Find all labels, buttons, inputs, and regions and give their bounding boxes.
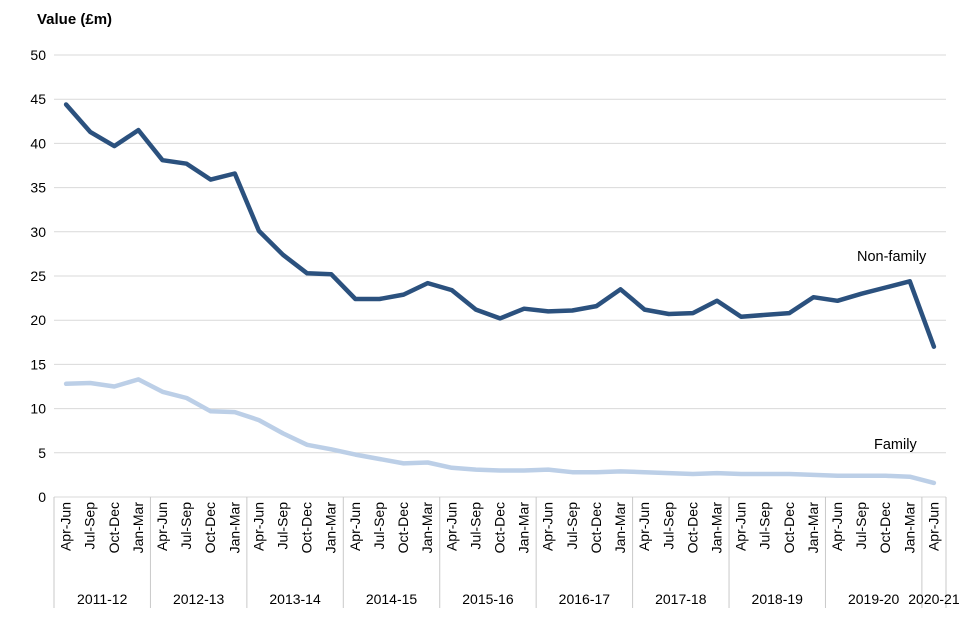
quarter-tick-label: Jan-Mar bbox=[901, 502, 917, 554]
y-tick-label: 40 bbox=[30, 135, 46, 151]
year-label: 2018-19 bbox=[752, 591, 804, 607]
quarter-tick-label: Apr-Jun bbox=[154, 502, 170, 551]
y-tick-label: 35 bbox=[30, 180, 46, 196]
quarter-tick-label: Jul-Sep bbox=[275, 502, 291, 550]
quarter-tick-label: Jan-Mar bbox=[516, 502, 532, 554]
quarter-tick-label: Jul-Sep bbox=[757, 502, 773, 550]
series-label-family: Family bbox=[874, 437, 917, 453]
quarter-tick-label: Oct-Dec bbox=[684, 502, 700, 553]
year-label: 2019-20 bbox=[848, 591, 900, 607]
quarter-tick-label: Jan-Mar bbox=[226, 502, 242, 554]
y-tick-label: 50 bbox=[30, 47, 46, 63]
year-label: 2011-12 bbox=[77, 591, 128, 607]
quarter-tick-label: Apr-Jun bbox=[540, 502, 556, 551]
year-label: 2017-18 bbox=[655, 591, 707, 607]
y-tick-label: 0 bbox=[38, 489, 46, 505]
quarter-tick-label: Oct-Dec bbox=[877, 502, 893, 553]
year-label: 2020-21 bbox=[908, 591, 960, 607]
y-tick-label: 45 bbox=[30, 91, 46, 107]
quarter-tick-label: Apr-Jun bbox=[636, 502, 652, 551]
quarter-tick-label: Jul-Sep bbox=[853, 502, 869, 550]
quarter-tick-label: Jan-Mar bbox=[708, 502, 724, 554]
quarter-tick-label: Jul-Sep bbox=[564, 502, 580, 550]
quarter-tick-label: Apr-Jun bbox=[925, 502, 941, 551]
quarter-tick-label: Apr-Jun bbox=[58, 502, 74, 551]
quarter-tick-label: Oct-Dec bbox=[299, 502, 315, 553]
y-tick-label: 30 bbox=[30, 224, 46, 240]
y-tick-label: 20 bbox=[30, 312, 46, 328]
quarter-tick-label: Jan-Mar bbox=[323, 502, 339, 554]
series-line-non-family bbox=[63, 102, 937, 349]
quarter-tick-label: Jan-Mar bbox=[419, 502, 435, 554]
quarter-tick-label: Jul-Sep bbox=[178, 502, 194, 550]
year-label: 2016-17 bbox=[559, 591, 611, 607]
quarter-tick-label: Jul-Sep bbox=[371, 502, 387, 550]
y-tick-label: 15 bbox=[30, 356, 46, 372]
quarter-tick-label: Jul-Sep bbox=[467, 502, 483, 550]
year-label: 2013-14 bbox=[269, 591, 321, 607]
quarter-tick-label: Oct-Dec bbox=[395, 502, 411, 553]
series-line-family bbox=[63, 377, 937, 486]
year-label: 2014-15 bbox=[366, 591, 418, 607]
quarter-tick-label: Jan-Mar bbox=[130, 502, 146, 554]
quarter-tick-label: Apr-Jun bbox=[443, 502, 459, 551]
quarter-tick-label: Jan-Mar bbox=[612, 502, 628, 554]
quarter-tick-label: Oct-Dec bbox=[588, 502, 604, 553]
quarter-tick-label: Jan-Mar bbox=[805, 502, 821, 554]
quarter-tick-label: Jul-Sep bbox=[660, 502, 676, 550]
quarter-tick-label: Oct-Dec bbox=[202, 502, 218, 553]
y-axis-title: Value (£m) bbox=[37, 11, 113, 28]
quarter-tick-label: Apr-Jun bbox=[250, 502, 266, 551]
y-tick-label: 25 bbox=[30, 268, 46, 284]
quarter-tick-label: Apr-Jun bbox=[829, 502, 845, 551]
quarter-tick-label: Apr-Jun bbox=[347, 502, 363, 551]
year-label: 2012-13 bbox=[173, 591, 225, 607]
y-tick-label: 5 bbox=[38, 445, 46, 461]
quarter-tick-label: Oct-Dec bbox=[781, 502, 797, 553]
quarter-tick-label: Oct-Dec bbox=[492, 502, 508, 553]
y-tick-label: 10 bbox=[30, 401, 46, 417]
quarter-tick-label: Apr-Jun bbox=[733, 502, 749, 551]
series-label-non-family: Non-family bbox=[857, 249, 927, 265]
year-label: 2015-16 bbox=[462, 591, 514, 607]
quarter-tick-label: Oct-Dec bbox=[106, 502, 122, 553]
quarter-tick-label: Jul-Sep bbox=[82, 502, 98, 550]
